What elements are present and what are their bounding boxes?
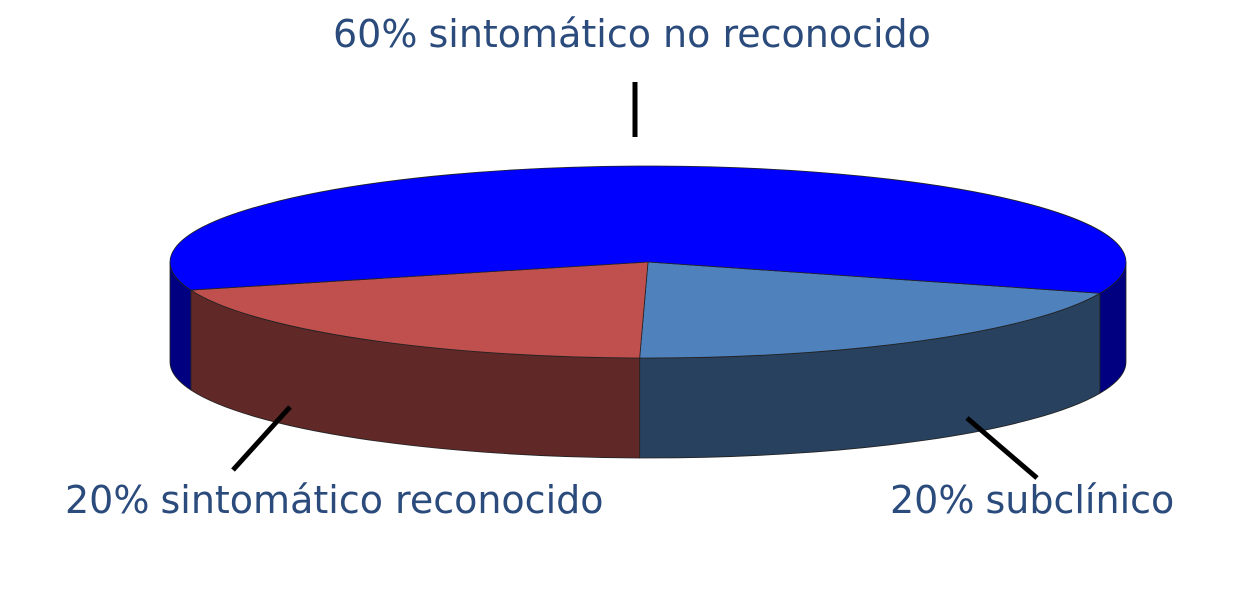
leader-line	[965, 416, 1039, 480]
category-label: sintomático no reconocido	[428, 12, 930, 56]
value-label: 60%	[333, 12, 417, 56]
leader-line	[231, 405, 292, 472]
category-label: subclínico	[985, 478, 1174, 522]
category-label: sintomático reconocido	[160, 478, 603, 522]
slice-label: 20% subclínico	[890, 478, 1174, 522]
slice	[169, 165, 1127, 294]
value-label: 20%	[65, 478, 149, 522]
pie	[169, 165, 1127, 459]
slice	[639, 261, 1102, 359]
slice-label: 60% sintomático no reconocido	[333, 12, 931, 56]
slice-label: 20% sintomático reconocido	[65, 478, 604, 522]
value-label: 20%	[890, 478, 974, 522]
slice	[189, 261, 649, 359]
